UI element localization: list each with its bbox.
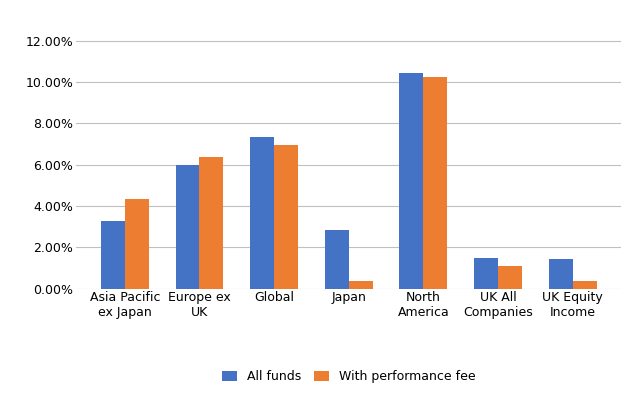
Legend: All funds, With performance fee: All funds, With performance fee xyxy=(222,370,476,383)
Bar xyxy=(125,199,148,289)
Bar xyxy=(424,77,447,289)
Bar xyxy=(498,266,522,289)
Bar xyxy=(399,73,424,289)
Bar xyxy=(573,282,597,289)
Bar xyxy=(176,165,200,289)
Bar xyxy=(325,230,349,289)
Bar xyxy=(549,259,573,289)
Bar xyxy=(349,282,373,289)
Bar xyxy=(250,137,274,289)
Bar xyxy=(274,145,298,289)
Bar xyxy=(101,221,125,289)
Bar xyxy=(474,258,498,289)
Bar xyxy=(200,158,223,289)
